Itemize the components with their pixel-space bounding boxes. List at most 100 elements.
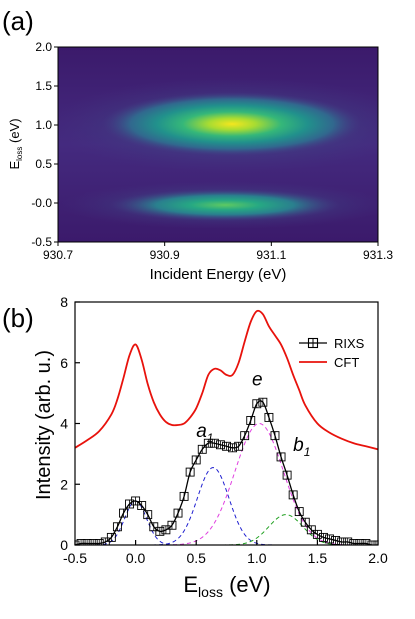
spectrum-x-tick-label: 1.0 [247, 550, 267, 566]
rixs-point [137, 501, 147, 510]
heatmap-peak-lower [110, 189, 340, 221]
rixs-point [312, 529, 322, 539]
heatmap-y-ticks: -0.5 -0.0 0.5 1.0 1.5 2.0 [31, 40, 58, 249]
rixs-point [276, 452, 286, 462]
heatmap-x-tick-label: 930.9 [150, 248, 180, 262]
rixs-point [300, 517, 310, 527]
spectrum-x-tick-label: 0.0 [126, 550, 146, 566]
spectrum-frame [74, 301, 379, 546]
rixs-point [215, 440, 225, 450]
rixs-point [106, 532, 116, 542]
spectrum-x-axis-unit: (eV) [223, 572, 271, 597]
legend: RIXS CFT [299, 336, 365, 370]
rixs-point [203, 438, 213, 448]
rixs-point [131, 496, 141, 506]
spectrum-y-tick-label: 4 [60, 416, 68, 432]
rixs-point [367, 540, 377, 545]
spectrum-x-tick-label: 2.0 [368, 550, 388, 566]
rixs-point [119, 508, 128, 518]
rixs-point [112, 522, 122, 532]
rixs-point [88, 539, 98, 545]
series-rixs-line [75, 400, 378, 545]
rixs-point [288, 490, 298, 500]
panel-a-label: (a) [2, 6, 34, 36]
heatmap-frame [57, 46, 379, 243]
rixs-point [319, 532, 328, 542]
heatmap-x-tick-label: 930.7 [43, 248, 73, 262]
rixs-point [155, 526, 165, 536]
spectrum-x-axis-main: E [183, 572, 198, 597]
rixs-point [173, 508, 183, 518]
rixs-point [270, 431, 280, 441]
rixs-point [209, 438, 219, 448]
rixs-point [222, 441, 231, 451]
rixs-point [258, 397, 268, 407]
spectrum-y-tick-label: 2 [60, 476, 68, 492]
spectrum-x-axis-sub: loss [198, 584, 223, 600]
rixs-point [252, 399, 262, 409]
spectrum-x-tick-label: -0.5 [63, 550, 87, 566]
heatmap [58, 47, 378, 242]
heatmap-peak-upper [102, 92, 362, 156]
spectrum-y-tick-label: 0 [60, 537, 68, 553]
rixs-point [179, 491, 189, 501]
spectrum-y-axis-label: Intensity (arb. u.) [33, 350, 55, 500]
annotation-a1: a1 [196, 421, 213, 445]
spectrum-y-tick-label: 8 [60, 294, 68, 310]
heatmap-y-tick-label: 1.5 [35, 79, 52, 93]
rixs-point [76, 539, 86, 545]
rixs-point [125, 499, 134, 509]
heatmap-y-tick-label: -0.0 [31, 196, 52, 210]
heatmap-y-axis-label: Eloss (eV) [7, 118, 24, 169]
rixs-point [143, 510, 153, 520]
spectrum-x-ticks: -0.5 0.0 0.5 1.0 1.5 2.0 [63, 540, 388, 566]
heatmap-y-tick-label: 0.5 [35, 157, 52, 171]
rixs-point [355, 539, 365, 545]
heatmap-y-tick-label: 1.0 [35, 118, 52, 132]
spectrum-x-tick-label: 0.5 [186, 550, 206, 566]
spectrum-y-tick-label: 6 [60, 355, 68, 371]
spectrum-x-axis-label: Eloss (eV) [183, 572, 270, 600]
legend-rixs-label: RIXS [334, 336, 365, 351]
rixs-point [349, 539, 359, 545]
rixs-point [228, 443, 238, 453]
rixs-point [94, 539, 104, 545]
rixs-point [197, 444, 207, 454]
spectrum-plot [75, 309, 378, 545]
heatmap-y-axis-unit: (eV) [7, 118, 22, 146]
rixs-point [167, 520, 177, 530]
annotation-e: e [252, 370, 263, 391]
rixs-point [306, 525, 316, 535]
rixs-point [82, 539, 92, 545]
rixs-point [191, 455, 201, 465]
heatmap-y-tick-label: -0.5 [31, 235, 52, 249]
rixs-point [161, 525, 171, 535]
heatmap-x-ticks: 930.7 930.9 931.1 931.3 [43, 242, 393, 262]
heatmap-y-axis-main: E [7, 161, 22, 170]
spectrum-annotations: a1 e b1 [196, 370, 310, 459]
rixs-point [240, 431, 250, 441]
rixs-point [282, 470, 292, 480]
component-e-component [75, 423, 378, 545]
annotation-b1: b1 [293, 435, 310, 459]
rixs-point [264, 412, 274, 422]
spectrum-x-tick-label: 1.5 [308, 550, 328, 566]
rixs-point [361, 539, 371, 545]
rixs-point [149, 522, 159, 532]
rixs-point [294, 507, 304, 517]
component-a1-component [75, 467, 378, 545]
heatmap-x-tick-label: 931.3 [363, 248, 393, 262]
rixs-point [325, 534, 334, 544]
rixs-point [246, 416, 256, 425]
rixs-point [185, 467, 195, 477]
spectrum-y-ticks: 0 2 4 6 8 [60, 294, 80, 553]
panel-b-label: (b) [2, 303, 34, 333]
heatmap-y-axis-sub: loss [15, 147, 24, 161]
legend-cft-label: CFT [334, 355, 359, 370]
rixs-point [234, 441, 244, 451]
series-cft-line [75, 309, 378, 451]
heatmap-y-tick-label: 2.0 [35, 40, 52, 54]
heatmap-x-tick-label: 931.1 [256, 248, 286, 262]
heatmap-x-axis-label: Incident Energy (eV) [150, 266, 287, 283]
